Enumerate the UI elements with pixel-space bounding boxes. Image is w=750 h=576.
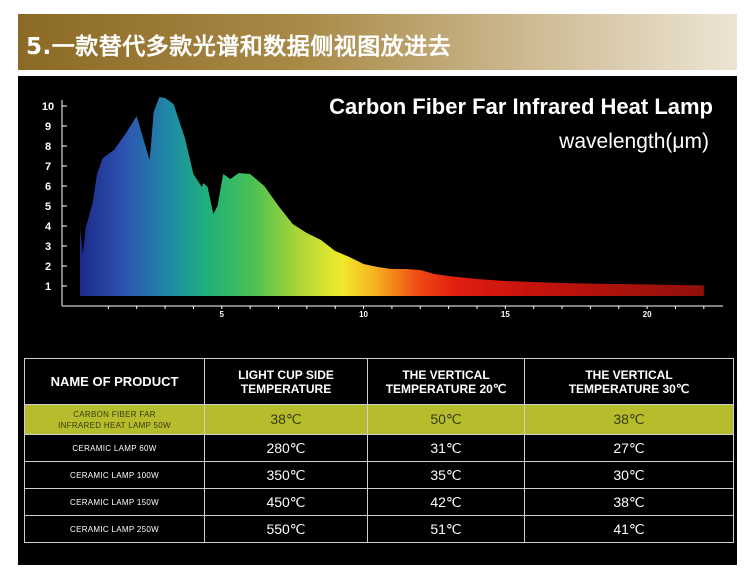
y-tick-label: 5 <box>45 201 51 213</box>
vertical-20-temp: 51℃ <box>367 515 525 543</box>
y-tick-label: 3 <box>45 241 51 253</box>
vertical-20-temp: 35℃ <box>367 461 525 489</box>
temperature-table: NAME OF PRODUCT LIGHT CUP SIDE TEMPERATU… <box>24 358 734 543</box>
spectrum-area <box>80 97 704 296</box>
banner-title: 5.一款替代多款光谱和数据侧视图放进去 <box>26 34 452 60</box>
table-row: CERAMIC LAMP 150W 450℃ 42℃ 38℃ <box>24 488 734 516</box>
cup-side-temp: 280℃ <box>204 434 368 462</box>
cup-side-temp: 550℃ <box>204 515 368 543</box>
vertical-30-temp: 38℃ <box>524 404 734 435</box>
cup-side-temp: 38℃ <box>204 404 368 435</box>
vertical-20-temp: 50℃ <box>367 404 525 435</box>
table-row: CARBON FIBER FAR INFRARED HEAT LAMP 50W … <box>24 404 734 435</box>
vertical-30-temp: 27℃ <box>524 434 734 462</box>
section-banner: 5.一款替代多款光谱和数据侧视图放进去 <box>18 14 737 70</box>
cup-side-temp: 450℃ <box>204 488 368 516</box>
product-name: CERAMIC LAMP 60W <box>24 434 205 462</box>
cup-side-temp: 350℃ <box>204 461 368 489</box>
header-vertical-20: THE VERTICAL TEMPERATURE 20℃ <box>367 358 525 405</box>
y-tick-label: 7 <box>45 161 51 173</box>
chart-title: Carbon Fiber Far Infrared Heat Lamp <box>329 94 713 119</box>
x-tick-label: 15 <box>501 310 510 319</box>
vertical-30-temp: 41℃ <box>524 515 734 543</box>
chart-unit-label: wavelength(μm) <box>559 130 709 153</box>
vertical-30-temp: 30℃ <box>524 461 734 489</box>
vertical-20-temp: 31℃ <box>367 434 525 462</box>
product-name: CERAMIC LAMP 150W <box>24 488 205 516</box>
vertical-30-temp: 38℃ <box>524 488 734 516</box>
y-tick-label: 1 <box>45 281 51 293</box>
y-tick-label: 8 <box>45 141 51 153</box>
y-tick-label: 9 <box>45 121 51 133</box>
x-tick-label: 10 <box>359 310 368 319</box>
table-row: CERAMIC LAMP 250W 550℃ 51℃ 41℃ <box>24 515 734 543</box>
product-name: CERAMIC LAMP 250W <box>24 515 205 543</box>
spectrum-panel: 1 2 3 4 5 6 7 8 9 10 5 10 15 20 Carbon Fiber Far Inf… <box>18 76 737 565</box>
product-name: CARBON FIBER FAR INFRARED HEAT LAMP 50W <box>24 404 205 435</box>
table-row: CERAMIC LAMP 100W 350℃ 35℃ 30℃ <box>24 461 734 489</box>
product-name: CERAMIC LAMP 100W <box>24 461 205 489</box>
header-vertical-30: THE VERTICAL TEMPERATURE 30℃ <box>524 358 734 405</box>
y-tick-label: 10 <box>42 101 54 113</box>
x-tick-label: 20 <box>643 310 652 319</box>
header-cup-side: LIGHT CUP SIDE TEMPERATURE <box>204 358 368 405</box>
header-product: NAME OF PRODUCT <box>24 358 205 405</box>
spectrum-chart: 1 2 3 4 5 6 7 8 9 10 5 10 15 20 <box>42 97 723 319</box>
table-row: CERAMIC LAMP 60W 280℃ 31℃ 27℃ <box>24 434 734 462</box>
y-tick-label: 6 <box>45 181 51 193</box>
x-tick-label: 5 <box>220 310 225 319</box>
y-tick-label: 2 <box>45 261 51 273</box>
vertical-20-temp: 42℃ <box>367 488 525 516</box>
y-tick-label: 4 <box>45 221 52 233</box>
